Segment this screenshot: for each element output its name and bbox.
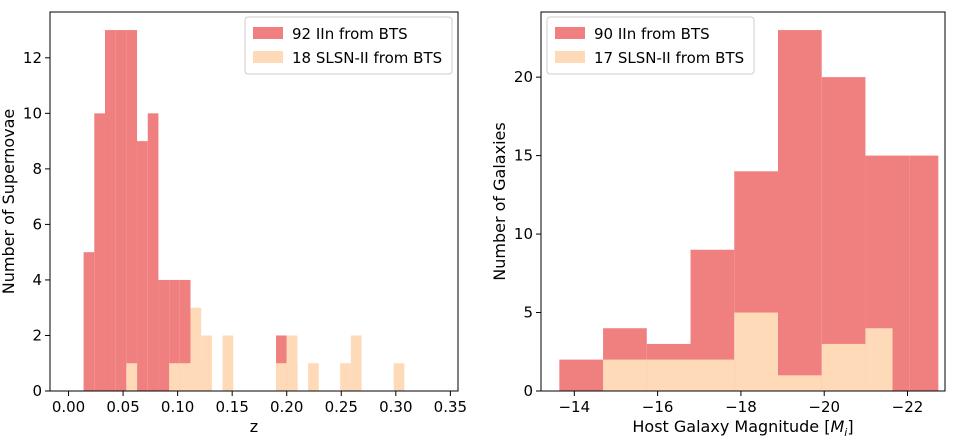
series-1 — [83, 30, 298, 392]
legend-swatch — [555, 51, 585, 63]
bar — [393, 363, 405, 391]
x-axis-label: z — [250, 417, 258, 436]
legend-label: 92 IIn from BTS — [292, 25, 408, 43]
legend-entry: 17 SLSN-II from BTS — [555, 49, 744, 67]
bar — [126, 363, 138, 391]
x-axis-label: Host Galaxy Magnitude [Mi] — [632, 417, 853, 439]
legend-entry: 18 SLSN-II from BTS — [253, 49, 442, 67]
y-tick-label: 0 — [523, 382, 533, 400]
x-tick-label: 0.15 — [215, 398, 248, 416]
bar — [646, 359, 691, 391]
bar — [821, 77, 866, 391]
bar — [734, 312, 778, 391]
bar — [559, 359, 604, 391]
bar — [169, 279, 180, 391]
series-2 — [603, 312, 893, 391]
x-tick-label: −18 — [725, 398, 757, 416]
legend-entry: 90 IIn from BTS — [555, 25, 710, 43]
legend-swatch — [253, 51, 283, 63]
bar — [222, 335, 234, 391]
x-tick-label: 0.10 — [161, 398, 194, 416]
bar — [137, 141, 148, 391]
x-tick-label: 0.05 — [106, 398, 139, 416]
axes-frame — [49, 11, 459, 392]
y-tick-label: 0 — [32, 382, 42, 400]
y-tick-label: 15 — [514, 147, 533, 165]
bar — [147, 113, 159, 391]
y-tick-label: 4 — [32, 271, 42, 289]
x-tick-label: 0.30 — [379, 398, 412, 416]
legend-label: 18 SLSN-II from BTS — [292, 49, 442, 67]
legend-entry: 92 IIn from BTS — [253, 25, 408, 43]
bar — [115, 30, 127, 392]
axes-frame — [540, 11, 946, 392]
x-tick-label: −22 — [892, 398, 924, 416]
x-tick-label: −20 — [808, 398, 840, 416]
legend-swatch — [555, 27, 585, 39]
y-tick-label: 10 — [23, 104, 42, 122]
y-tick-label: 2 — [32, 326, 42, 344]
y-tick-label: 8 — [32, 160, 42, 178]
bar — [104, 30, 116, 392]
y-axis: 0 2 4 6 8 10 12 — [23, 49, 50, 400]
bar — [603, 359, 647, 391]
x-tick-label: −16 — [642, 398, 674, 416]
x-tick-label: −14 — [558, 398, 590, 416]
bar — [286, 335, 298, 391]
bar — [126, 30, 138, 392]
y-tick-label: 12 — [23, 49, 42, 67]
legend: 90 IIn from BTS 17 SLSN-II from BTS — [546, 16, 755, 75]
left-panel: 0.00 0.05 0.10 0.15 0.20 0.25 0.30 0.35 0 2 4 6 8 10 1… — [0, 11, 467, 436]
y-tick-label: 10 — [514, 225, 533, 243]
x-tick-label: 0.25 — [325, 398, 358, 416]
bar — [777, 30, 822, 392]
bar — [190, 307, 202, 391]
bar — [690, 359, 735, 391]
bar — [179, 279, 191, 391]
right-panel: −14 −16 −18 −20 −22 0 5 10 15 20 Host Galaxy Magni… — [490, 11, 946, 439]
legend-frame — [244, 16, 453, 75]
x-tick-label: 0.00 — [52, 398, 85, 416]
x-axis: 0.00 0.05 0.10 0.15 0.20 0.25 0.30 0.35 — [52, 391, 467, 416]
bar — [821, 343, 866, 391]
y-tick-label: 5 — [523, 304, 533, 322]
y-axis: 0 5 10 15 20 — [514, 68, 541, 400]
bar — [777, 375, 822, 391]
bar — [276, 363, 287, 391]
bar — [94, 113, 105, 391]
legend-label: 17 SLSN-II from BTS — [594, 49, 744, 67]
legend-label: 90 IIn from BTS — [594, 25, 710, 43]
x-axis: −14 −16 −18 −20 −22 — [558, 391, 923, 416]
bar — [340, 363, 351, 391]
bar — [169, 363, 180, 391]
y-axis-label: Number of Galaxies — [490, 122, 509, 280]
bar — [158, 279, 170, 391]
legend-frame — [546, 16, 755, 75]
y-axis-label: Number of Supernovae — [0, 109, 18, 295]
bar — [350, 335, 362, 391]
bar — [83, 252, 95, 391]
bar — [308, 363, 319, 391]
y-tick-label: 20 — [514, 68, 533, 86]
legend: 92 IIn from BTS 18 SLSN-II from BTS — [244, 16, 453, 75]
bar — [865, 328, 893, 391]
legend-swatch — [253, 27, 283, 39]
y-tick-label: 6 — [32, 215, 42, 233]
bar — [179, 363, 191, 391]
bar — [909, 155, 939, 391]
bar — [201, 335, 212, 391]
x-tick-label: 0.35 — [434, 398, 467, 416]
series-2 — [126, 307, 405, 391]
x-tick-label: 0.20 — [270, 398, 303, 416]
